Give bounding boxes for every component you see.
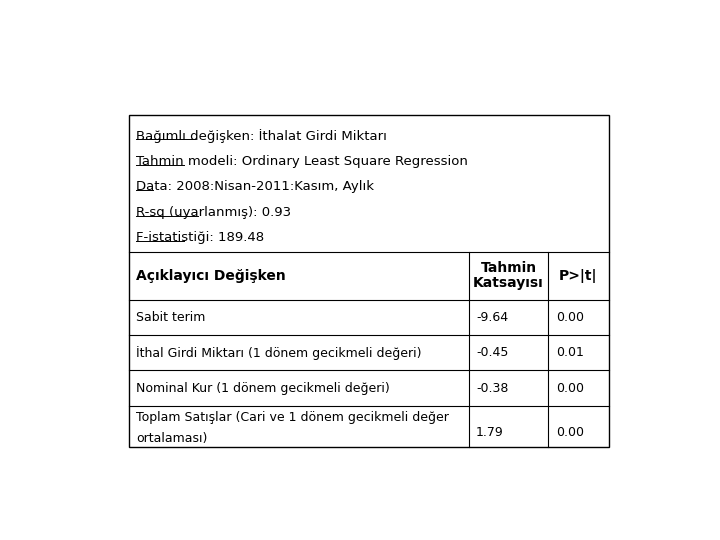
- Text: Açıklayıcı Değişken: Açıklayıcı Değişken: [136, 269, 286, 283]
- Text: ortalaması): ortalaması): [136, 433, 207, 446]
- Text: Tahmin: Tahmin: [480, 261, 536, 275]
- Text: Tahmin modeli: Ordinary Least Square Regression: Tahmin modeli: Ordinary Least Square Reg…: [136, 155, 467, 168]
- Bar: [129, 114, 609, 447]
- Text: 0.00: 0.00: [556, 311, 584, 324]
- Text: Bağımlı değişken: İthalat Girdi Miktarı: Bağımlı değişken: İthalat Girdi Miktarı: [136, 129, 387, 143]
- Text: P>|t|: P>|t|: [559, 269, 598, 283]
- Text: Katsayısı: Katsayısı: [473, 276, 544, 291]
- Text: 0.00: 0.00: [556, 426, 584, 439]
- Text: F-istatistiği: 189.48: F-istatistiği: 189.48: [136, 231, 264, 244]
- Text: R-sq (uyarlanmış): 0.93: R-sq (uyarlanmış): 0.93: [136, 206, 291, 219]
- Text: Sabit terim: Sabit terim: [136, 311, 205, 324]
- Text: Data: 2008:Nisan-2011:Kasım, Aylık: Data: 2008:Nisan-2011:Kasım, Aylık: [136, 180, 374, 193]
- Text: -0.38: -0.38: [476, 382, 508, 395]
- Text: -9.64: -9.64: [476, 311, 508, 324]
- Text: -0.45: -0.45: [476, 346, 508, 359]
- Text: 0.01: 0.01: [556, 346, 584, 359]
- Text: 0.00: 0.00: [556, 382, 584, 395]
- Text: Nominal Kur (1 dönem gecikmeli değeri): Nominal Kur (1 dönem gecikmeli değeri): [136, 382, 390, 395]
- Text: Toplam Satışlar (Cari ve 1 dönem gecikmeli değer: Toplam Satışlar (Cari ve 1 dönem gecikme…: [136, 411, 449, 424]
- Text: İthal Girdi Miktarı (1 dönem gecikmeli değeri): İthal Girdi Miktarı (1 dönem gecikmeli d…: [136, 346, 421, 360]
- Text: 1.79: 1.79: [476, 426, 504, 439]
